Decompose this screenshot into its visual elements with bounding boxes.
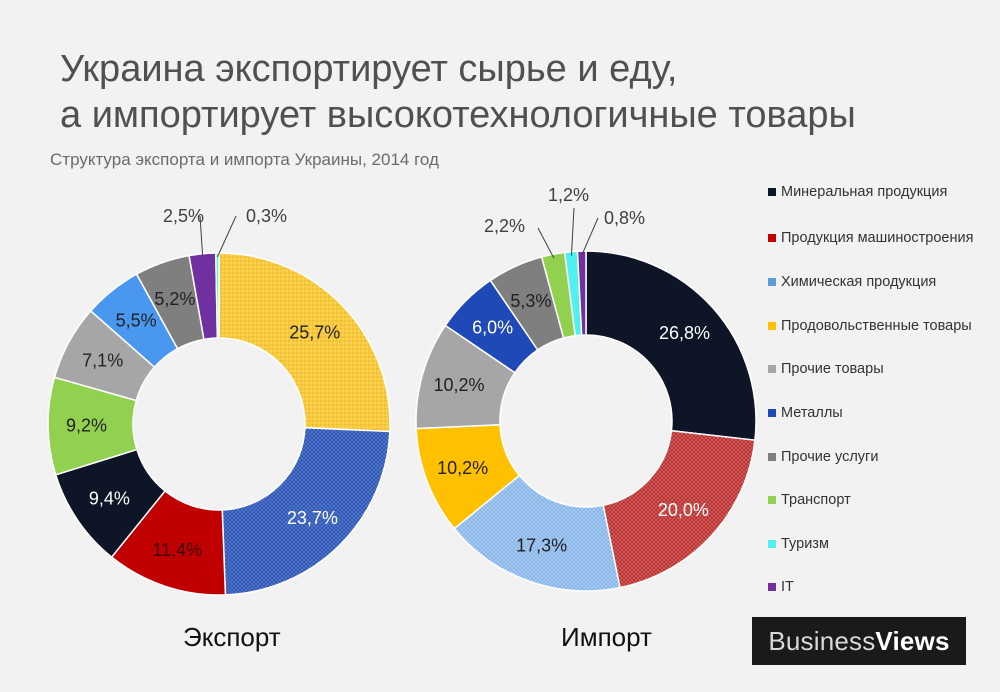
slice-label: 5,5%	[116, 311, 157, 331]
slice-label: 0,8%	[604, 208, 645, 228]
legend-item-other-goods: Прочие товары	[768, 361, 981, 377]
title-line-1: Украина экспортирует сырье и еду,	[60, 48, 678, 90]
legend-item-other-services: Прочие услуги	[768, 449, 981, 465]
legend-label: Транспорт	[781, 492, 851, 508]
slice-label: 20,0%	[658, 500, 709, 520]
title-line-2: а импортирует высокотехнологичные товары	[60, 94, 856, 136]
donut-slice	[218, 252, 391, 433]
legend-swatch	[768, 278, 776, 286]
businessviews-logo: Business Views	[752, 617, 966, 665]
slice-label: 10,2%	[437, 458, 488, 478]
legend-swatch	[768, 540, 776, 548]
donut-slice	[221, 426, 391, 596]
slice-label: 11,4%	[152, 540, 202, 560]
legend-item-metals: Металлы	[768, 405, 981, 421]
import-donut: 26,8% 20,0% 17,3% 10,2% 10,2% 6,0% 5,3% 2,2% 1,2…	[415, 185, 757, 592]
slice-label: 1,2%	[548, 185, 589, 205]
legend-label: Металлы	[781, 405, 843, 421]
legend-label: Минеральная продукция	[781, 184, 948, 200]
legend-item-transport: Транспорт	[768, 492, 981, 508]
legend-label: Продукция машиностроения	[781, 230, 974, 246]
legend-swatch	[768, 365, 776, 373]
slice-label: 2,5%	[163, 206, 204, 226]
leader-line	[199, 215, 204, 258]
import-chart-label: Импорт	[561, 622, 652, 652]
legend-label: Химическая продукция	[781, 274, 937, 290]
legend-item-tourism: Туризм	[768, 536, 981, 552]
legend-swatch	[768, 453, 776, 461]
donut-slice	[576, 250, 587, 336]
leader-line	[216, 215, 237, 258]
slice-label: 17,3%	[516, 535, 567, 555]
slice-label: 9,2%	[66, 416, 107, 436]
slice-label: 0,3%	[246, 206, 287, 226]
slice-label: 9,4%	[89, 488, 130, 508]
legend-item-machinery: Продукция машиностроения	[768, 230, 981, 246]
legend-swatch	[768, 234, 776, 242]
legend-label: Продовольственные товары	[781, 318, 972, 334]
legend-item-mineral: Минеральная продукция	[768, 184, 981, 200]
donut-slice	[453, 474, 621, 592]
legend-swatch	[768, 188, 776, 196]
chart-subtitle: Структура экспорта и импорта Украины, 20…	[50, 150, 439, 169]
slice-label: 25,7%	[289, 322, 340, 342]
legend-item-chemical: Химическая продукция	[768, 274, 981, 290]
legend-label: Туризм	[781, 536, 829, 552]
slice-label: 23,7%	[287, 508, 338, 528]
slice-label: 5,2%	[154, 289, 195, 309]
slice-label: 10,2%	[433, 375, 484, 395]
legend-swatch	[768, 496, 776, 504]
legend-label: IT	[781, 579, 794, 595]
legend-item-it: IT	[768, 579, 981, 595]
leader-line	[537, 227, 555, 259]
chart-title: Украина экспортирует сырье и еду, а импо…	[60, 46, 856, 138]
donut-slice	[602, 429, 756, 589]
legend-swatch	[768, 409, 776, 417]
brand-part-1: Business	[768, 625, 876, 656]
slice-label: 2,2%	[484, 216, 525, 236]
slice-label: 26,8%	[659, 323, 710, 343]
donut-slice	[215, 252, 220, 339]
brand-part-2: Views	[875, 625, 950, 656]
legend-swatch	[768, 322, 776, 330]
donut-slice	[585, 250, 757, 442]
legend-label: Прочие товары	[781, 361, 884, 377]
slice-label: 7,1%	[82, 351, 123, 371]
leader-line	[570, 207, 575, 256]
legend-swatch	[768, 583, 776, 591]
slice-label: 6,0%	[472, 318, 513, 338]
export-chart-label: Экспорт	[183, 622, 281, 652]
export-donut: 25,7% 23,7% 11,4% 9,4% 9,2% 7,1% 5,5%5,2% 2,5% 0…	[47, 206, 391, 596]
legend-label: Прочие услуги	[781, 449, 879, 465]
leader-line	[581, 217, 599, 256]
slice-label: 5,3%	[510, 291, 551, 311]
legend-item-food: Продовольственные товары	[768, 318, 981, 334]
